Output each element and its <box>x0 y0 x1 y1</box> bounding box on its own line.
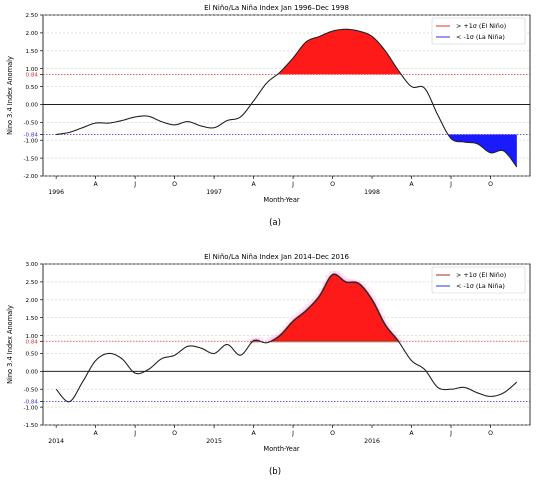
y-tick-label: 0.00 <box>26 370 39 376</box>
x-tick-label: O <box>330 430 335 437</box>
y-tick-label: 0.50 <box>26 85 39 91</box>
chart-title: El Niño/La Niña Index Jan 2014–Dec 2016 <box>204 253 349 261</box>
x-tick-label: A <box>94 430 99 437</box>
x-tick-label: 1996 <box>48 189 64 196</box>
legend: > +1σ (El Niño) < -1σ (La Niña) <box>432 267 525 293</box>
y-tick-label: -0.50 <box>24 121 39 127</box>
y-tick-label: 2.50 <box>26 13 39 19</box>
y-tick-label: 2.50 <box>26 280 39 286</box>
x-tick-label: A <box>94 181 99 188</box>
panel-label: (a) <box>269 218 281 228</box>
y-tick-label: 1.50 <box>26 49 39 55</box>
panel-label: (b) <box>269 467 281 477</box>
y-tick-label: 0.00 <box>26 103 39 109</box>
x-tick-label: O <box>488 430 493 437</box>
y-tick-label: -1.00 <box>24 405 39 411</box>
x-axis-label: Month-Year <box>263 196 300 204</box>
x-tick-label: O <box>172 430 177 437</box>
x-tick-label: J <box>449 430 452 437</box>
x-tick-label: A <box>409 181 414 188</box>
y-tick-label: 0.84 <box>26 339 39 345</box>
x-tick-label: O <box>330 181 335 188</box>
x-tick-label: 1998 <box>364 189 380 196</box>
y-tick-label: -1.00 <box>24 138 39 144</box>
chart-panel-a: 2.502.001.501.000.840.500.00-0.50-0.84-1… <box>6 4 530 228</box>
legend-entry: > +1σ (El Niño) <box>456 22 506 30</box>
x-tick-label: 1997 <box>206 189 222 196</box>
legend-entry: > +1σ (El Niño) <box>456 271 506 279</box>
y-tick-label: -1.50 <box>24 423 39 429</box>
x-tick-label: O <box>172 181 177 188</box>
legend: > +1σ (El Niño) < -1σ (La Niña) <box>432 18 525 44</box>
x-tick-label: J <box>449 181 452 188</box>
x-tick-label: J <box>133 430 136 437</box>
x-tick-label: 2016 <box>364 438 380 445</box>
x-tick-label: J <box>291 181 294 188</box>
legend-entry: < -1σ (La Niña) <box>456 33 505 41</box>
y-tick-label: 0.84 <box>26 73 39 79</box>
y-tick-label: 2.00 <box>26 31 39 37</box>
chart-title: El Niño/La Niña Index Jan 1996–Dec 1998 <box>204 4 349 12</box>
x-tick-label: 2014 <box>48 438 64 445</box>
x-axis-label: Month-Year <box>263 445 300 453</box>
legend-entry: < -1σ (La Niña) <box>456 282 505 290</box>
y-axis-label: Nino 3.4 Index Anomaly <box>6 305 14 384</box>
y-tick-label: 0.50 <box>26 352 39 358</box>
x-tick-label: J <box>291 430 294 437</box>
x-tick-label: O <box>488 181 493 188</box>
x-tick-label: J <box>133 181 136 188</box>
y-tick-label: 3.00 <box>26 262 39 268</box>
chart-panel-b: 3.002.502.001.501.000.840.500.00-0.50-0.… <box>6 253 530 477</box>
x-tick-label: A <box>409 430 414 437</box>
x-tick-label: 2015 <box>206 438 222 445</box>
y-tick-label: 1.50 <box>26 316 39 322</box>
y-tick-label: 2.00 <box>26 298 39 304</box>
y-tick-label: -0.50 <box>24 387 39 393</box>
x-tick-label: A <box>251 181 256 188</box>
y-tick-label: -2.00 <box>24 174 39 180</box>
x-tick-label: A <box>251 430 256 437</box>
y-axis-label: Nino 3.4 Index Anomaly <box>6 56 14 135</box>
y-tick-label: -1.50 <box>24 156 39 162</box>
